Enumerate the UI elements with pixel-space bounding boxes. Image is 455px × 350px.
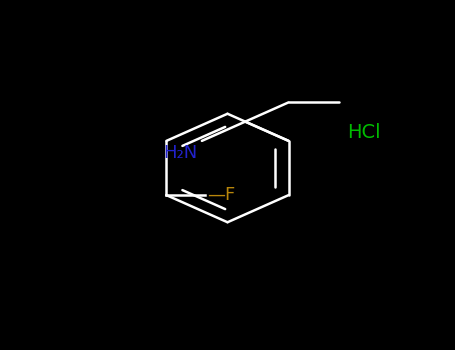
- Text: HCl: HCl: [347, 124, 381, 142]
- Text: —F: —F: [207, 186, 236, 204]
- Text: H₂N: H₂N: [163, 144, 197, 162]
